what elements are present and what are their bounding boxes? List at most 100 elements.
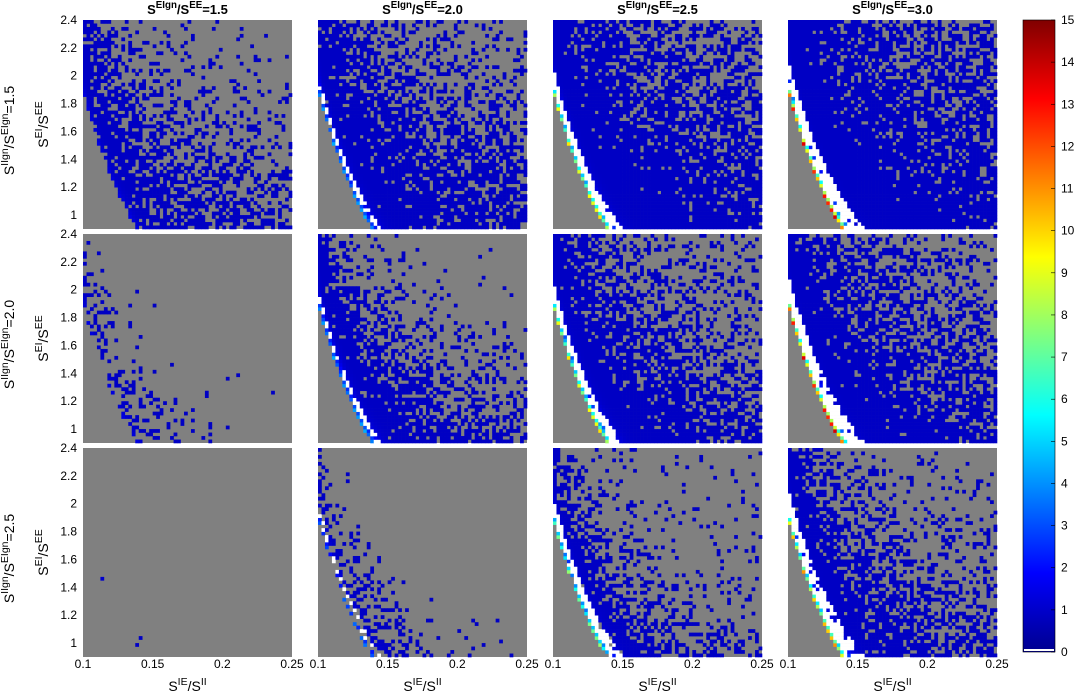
heatmap-cell	[567, 111, 571, 115]
heatmap-cell	[416, 170, 420, 174]
heatmap-cell	[482, 180, 486, 184]
heatmap-cell	[419, 142, 423, 146]
heatmap-cell	[429, 121, 433, 125]
heatmap-cell	[685, 219, 689, 223]
heatmap-cell	[675, 201, 679, 205]
heatmap-cell	[367, 170, 371, 174]
heatmap-cell	[644, 173, 648, 177]
heatmap-cell	[367, 62, 371, 66]
heatmap-cell	[630, 118, 634, 122]
heatmap-cell	[664, 107, 668, 111]
heatmap-cell	[328, 72, 332, 76]
heatmap-cell	[226, 201, 230, 205]
heatmap-cell	[658, 222, 662, 226]
heatmap-cell	[97, 62, 101, 66]
heatmap-cell	[671, 198, 675, 202]
heatmap-cell	[468, 90, 472, 94]
heatmap-cell	[107, 90, 111, 94]
heatmap-cell	[581, 79, 585, 83]
heatmap-cell	[111, 97, 115, 101]
heatmap-cell	[475, 191, 479, 195]
heatmap-cell	[342, 145, 346, 149]
heatmap-cell	[496, 215, 500, 219]
heatmap-cell	[478, 152, 482, 156]
heatmap-cell	[128, 198, 132, 202]
heatmap-cell	[654, 170, 658, 174]
heatmap-cell	[664, 93, 668, 97]
heatmap-cell	[139, 198, 143, 202]
heatmap-cell	[97, 121, 101, 125]
heatmap-cell	[163, 222, 167, 226]
heatmap-cell	[356, 107, 360, 111]
heatmap-cell	[457, 177, 461, 181]
heatmap-cell	[139, 48, 143, 52]
heatmap-cell	[402, 107, 406, 111]
heatmap-cell	[443, 83, 447, 87]
heatmap-cell	[524, 205, 528, 209]
heatmap-cell	[374, 166, 378, 170]
heatmap-cell	[450, 222, 454, 226]
heatmap-cell	[443, 152, 447, 156]
heatmap-cell	[464, 104, 468, 108]
heatmap-cell	[416, 104, 420, 108]
heatmap-cell	[654, 58, 658, 62]
heatmap-cell	[289, 145, 293, 149]
heatmap-cell	[174, 226, 178, 230]
heatmap-cell	[668, 184, 672, 188]
heatmap-cell	[602, 212, 606, 216]
heatmap-cell	[685, 208, 689, 212]
heatmap-cell	[353, 191, 357, 195]
heatmap-cell	[633, 187, 637, 191]
heatmap-cell	[675, 215, 679, 219]
heatmap-cell	[661, 100, 665, 104]
heatmap-cell	[349, 121, 353, 125]
heatmap-cell	[416, 131, 420, 135]
heatmap-cell	[584, 152, 588, 156]
heatmap-cell	[104, 58, 108, 62]
heatmap-cell	[377, 215, 381, 219]
heatmap-cell	[492, 149, 496, 153]
heatmap-cell	[619, 219, 623, 223]
heatmap-cell	[360, 107, 364, 111]
heatmap-cell	[423, 62, 427, 66]
heatmap-cell	[619, 51, 623, 55]
heatmap-cell	[591, 201, 595, 205]
heatmap-cell	[107, 114, 111, 118]
heatmap-cell	[391, 118, 395, 122]
heatmap-cell	[609, 51, 613, 55]
heatmap-cell	[405, 76, 409, 80]
heatmap-cell	[429, 86, 433, 90]
heatmap-cell	[524, 114, 528, 118]
heatmap-cell	[651, 198, 655, 202]
heatmap-cell	[623, 152, 627, 156]
heatmap-cell	[581, 118, 585, 122]
heatmap-cell	[342, 114, 346, 118]
heatmap-cell	[682, 79, 686, 83]
heatmap-cell	[215, 156, 219, 160]
heatmap-cell	[97, 100, 101, 104]
heatmap-cell	[377, 131, 381, 135]
heatmap-cell	[412, 201, 416, 205]
heatmap-cell	[339, 72, 343, 76]
heatmap-cell	[97, 72, 101, 76]
heatmap-cell	[419, 131, 423, 135]
heatmap-cell	[520, 212, 524, 216]
heatmap-cell	[658, 208, 662, 212]
heatmap-cell	[513, 177, 517, 181]
heatmap-cell	[433, 149, 437, 153]
heatmap-cell	[349, 23, 353, 27]
heatmap-cell	[475, 23, 479, 27]
heatmap-cell	[416, 201, 420, 205]
heatmap-cell	[409, 152, 413, 156]
heatmap-cell	[86, 83, 90, 87]
heatmap-cell	[86, 97, 90, 101]
heatmap-cell	[142, 86, 146, 90]
heatmap-cell	[588, 163, 592, 167]
heatmap-cell	[671, 180, 675, 184]
heatmap-cell	[520, 72, 524, 76]
heatmap-cell	[381, 226, 385, 230]
heatmap-cell	[612, 34, 616, 38]
heatmap-cell	[356, 191, 360, 195]
heatmap-cell	[633, 198, 637, 202]
heatmap-cell	[391, 138, 395, 142]
